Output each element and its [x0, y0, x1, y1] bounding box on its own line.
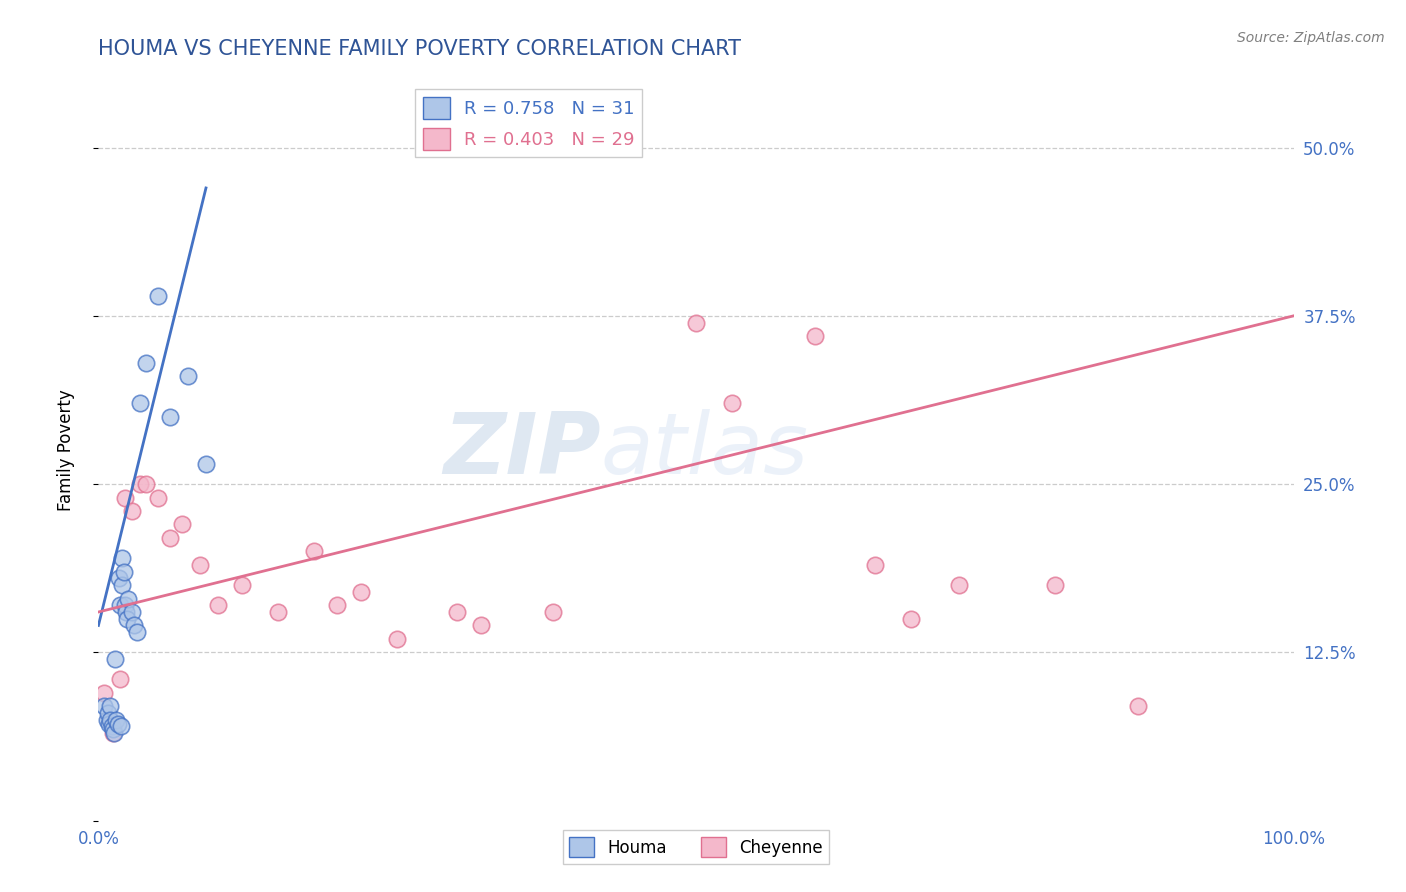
Point	[104, 652, 127, 666]
Point	[135, 477, 157, 491]
Point	[115, 612, 138, 626]
Point	[148, 491, 170, 505]
Point	[129, 477, 152, 491]
Point	[385, 632, 409, 646]
Point	[112, 565, 135, 579]
Point	[302, 544, 325, 558]
Point	[125, 625, 148, 640]
Point	[93, 686, 115, 700]
Point	[98, 716, 121, 731]
Point	[110, 719, 132, 733]
Point	[446, 605, 468, 619]
Point	[135, 356, 157, 370]
Point	[541, 605, 564, 619]
Point	[948, 578, 970, 592]
Point	[129, 396, 152, 410]
Point	[114, 491, 136, 505]
Point	[107, 571, 129, 585]
Point	[114, 599, 136, 613]
Point	[98, 713, 122, 727]
Point	[685, 316, 707, 330]
Point	[1128, 699, 1150, 714]
Point	[117, 591, 139, 606]
Point	[97, 706, 120, 720]
Point	[195, 457, 218, 471]
Point	[98, 699, 122, 714]
Point	[177, 369, 200, 384]
Text: atlas: atlas	[600, 409, 808, 492]
Point	[350, 584, 373, 599]
Y-axis label: Family Poverty: Family Poverty	[56, 390, 75, 511]
Point	[470, 618, 492, 632]
Legend: Houma, Cheyenne: Houma, Cheyenne	[562, 830, 830, 864]
Point	[107, 716, 129, 731]
Point	[111, 551, 134, 566]
Point	[172, 517, 194, 532]
Point	[231, 578, 253, 592]
Point	[804, 329, 827, 343]
Point	[105, 713, 128, 727]
Point	[159, 531, 181, 545]
Point	[267, 605, 290, 619]
Point	[96, 713, 118, 727]
Point	[207, 599, 229, 613]
Point	[326, 599, 349, 613]
Text: HOUMA VS CHEYENNE FAMILY POVERTY CORRELATION CHART: HOUMA VS CHEYENNE FAMILY POVERTY CORRELA…	[98, 39, 741, 59]
Point	[101, 726, 124, 740]
Point	[121, 605, 143, 619]
Text: Source: ZipAtlas.com: Source: ZipAtlas.com	[1237, 31, 1385, 45]
Point	[103, 726, 125, 740]
Point	[1043, 578, 1066, 592]
Point	[100, 719, 122, 733]
Point	[108, 673, 131, 687]
Point	[148, 288, 170, 302]
Point	[121, 504, 143, 518]
Text: ZIP: ZIP	[443, 409, 600, 492]
Point	[159, 409, 181, 424]
Point	[111, 578, 134, 592]
Point	[115, 605, 138, 619]
Point	[93, 699, 115, 714]
Point	[721, 396, 744, 410]
Point	[865, 558, 887, 572]
Point	[188, 558, 211, 572]
Point	[101, 722, 124, 736]
Point	[900, 612, 922, 626]
Point	[124, 618, 146, 632]
Point	[108, 599, 131, 613]
